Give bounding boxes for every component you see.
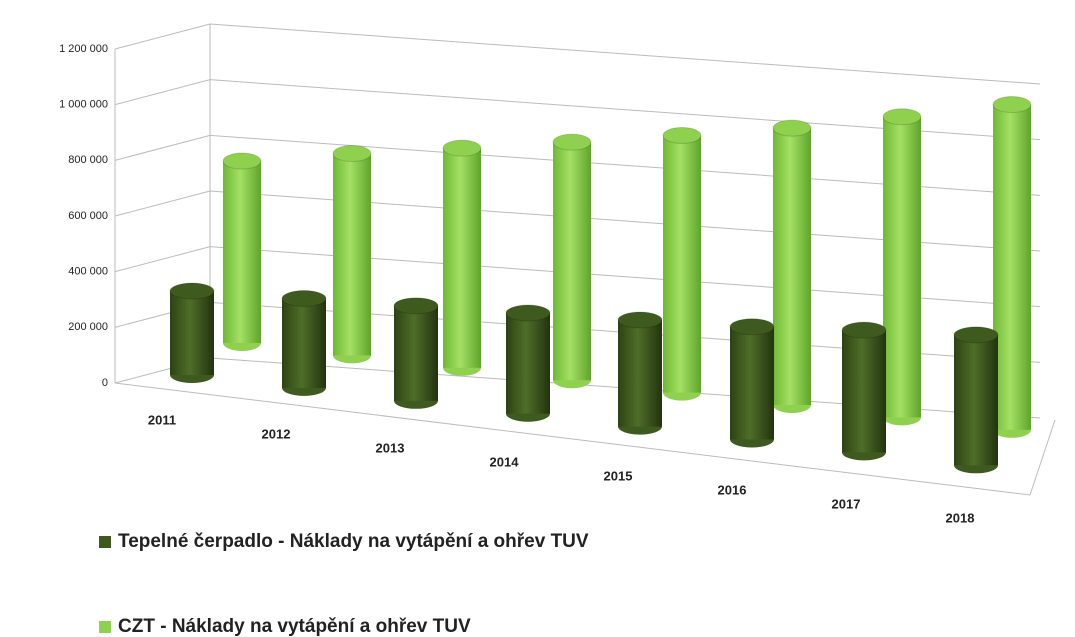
bar-body [954,334,998,466]
bar-top [222,152,262,170]
bar [953,326,999,474]
bar-body [773,128,811,405]
bar-top [772,119,812,137]
x-tick-label: 2016 [718,482,747,497]
bar-body [333,153,371,356]
bar-body [553,142,591,381]
bar [552,133,592,389]
bar [332,145,372,364]
legend-label: Tepelné čerpadlo - Náklady na vytápění a… [118,531,589,552]
bar-top [169,282,215,300]
floor [114,382,1056,496]
bar-top [393,297,439,315]
bar-top [953,326,999,344]
legend-swatch [99,621,111,633]
y-tick-label: 200 000 [68,321,108,333]
y-tick-label: 1 200 000 [59,43,108,55]
bar [729,318,775,448]
y-tick-label: 800 000 [68,154,108,166]
x-tick-label: 2015 [604,468,633,483]
bar [662,126,702,401]
legend-label: CZT - Náklady na vytápění a ohřev TUV [118,616,471,637]
bar [505,304,551,422]
bar-body [394,305,438,401]
bar-top [662,126,702,144]
bar-body [170,291,214,375]
grid-line [114,23,1041,85]
bar [772,119,812,413]
bar [393,297,439,409]
bar [841,321,887,461]
y-tick-label: 400 000 [68,266,108,278]
bar-body [883,116,921,418]
bar-body [618,319,662,427]
bar-body [730,326,774,440]
bar-top [841,321,887,339]
bar [222,152,262,351]
x-tick-label: 2012 [262,426,291,441]
bar-body [993,104,1031,430]
bar-top [729,318,775,336]
bar-top [442,139,482,157]
bar [617,311,663,435]
bar-top [992,96,1032,114]
bar-top [617,311,663,329]
bar-top [281,289,327,307]
bar-top [505,304,551,322]
x-tick-label: 2017 [832,496,861,511]
bar-body [443,148,481,368]
bar-body [223,161,261,343]
y-tick-label: 1 000 000 [59,99,108,111]
y-tick-label: 0 [102,377,108,389]
bar [882,108,922,426]
bar-top [552,133,592,151]
bar-top [882,108,922,126]
bar-body [282,298,326,388]
bar-body [842,330,886,453]
x-tick-label: 2018 [946,510,975,525]
x-tick-label: 2014 [490,454,520,469]
bar [442,139,482,376]
y-tick-label: 600 000 [68,210,108,222]
bar-body [506,312,550,414]
bar-top [332,145,372,163]
bar [169,282,215,383]
x-tick-label: 2013 [376,440,405,455]
bar [992,96,1032,438]
legend-swatch [99,536,111,548]
bar-body [663,135,701,393]
x-tick-label: 2011 [148,412,176,427]
bar [281,289,327,396]
